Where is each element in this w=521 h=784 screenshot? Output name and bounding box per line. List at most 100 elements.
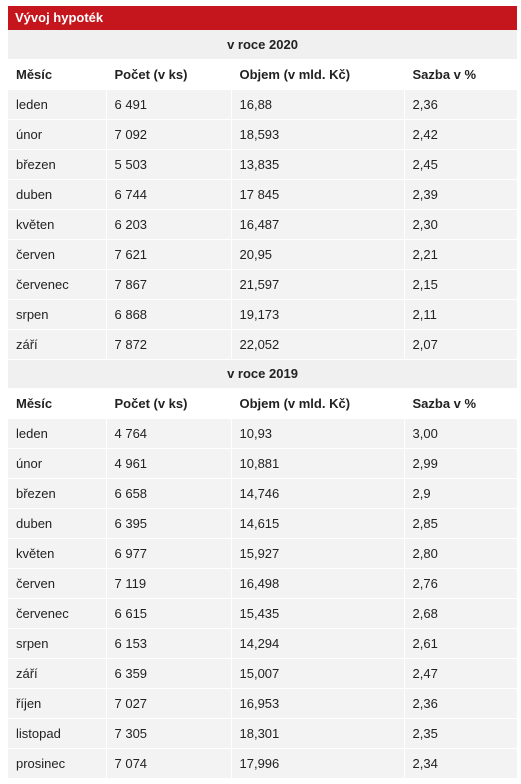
- table-cell: 2,68: [403, 598, 518, 629]
- table-cell: červenec: [8, 269, 106, 300]
- table-row: únor 4 961 10,881 2,99: [8, 448, 518, 479]
- table-cell: 21,597: [230, 269, 404, 300]
- table-cell: říjen: [8, 688, 106, 719]
- table-cell: 17 845: [230, 179, 404, 210]
- table-cell: 2,99: [403, 448, 518, 479]
- table-row: září 6 359 15,007 2,47: [8, 658, 518, 689]
- table-cell: březen: [8, 149, 106, 180]
- table-cell: 6 868: [105, 299, 231, 330]
- table-cell: srpen: [8, 628, 106, 659]
- table-cell: prosinec: [8, 748, 106, 779]
- column-header: Měsíc: [8, 59, 106, 90]
- table-cell: únor: [8, 448, 106, 479]
- table-row: červen 7 119 16,498 2,76: [8, 568, 518, 599]
- table-cell: 7 872: [105, 329, 231, 360]
- table-cell: 17,996: [230, 748, 404, 779]
- table-row: srpen 6 868 19,173 2,11: [8, 299, 518, 330]
- table-cell: 15,007: [230, 658, 404, 689]
- table-cell: 19,173: [230, 299, 404, 330]
- column-header: Počet (v ks): [105, 59, 231, 90]
- table-cell: 2,85: [403, 508, 518, 539]
- table-cell: 2,30: [403, 209, 518, 240]
- table-cell: 10,881: [230, 448, 404, 479]
- table-row: červenec 7 867 21,597 2,15: [8, 269, 518, 300]
- year-label: v roce 2020: [8, 30, 518, 60]
- column-header-row: Měsíc Počet (v ks) Objem (v mld. Kč) Sazba …: [8, 59, 518, 90]
- table-row: březen 5 503 13,835 2,45: [8, 149, 518, 180]
- table-cell: 6 658: [105, 478, 231, 509]
- table-cell: 6 359: [105, 658, 231, 689]
- table-cell: 14,615: [230, 508, 404, 539]
- column-header-row: Měsíc Počet (v ks) Objem (v mld. Kč) Sazba …: [8, 388, 518, 419]
- table-cell: 4 764: [105, 418, 231, 449]
- table-cell: 6 977: [105, 538, 231, 569]
- column-header: Sazba v %: [403, 388, 518, 419]
- table-cell: červen: [8, 568, 106, 599]
- table-cell: leden: [8, 418, 106, 449]
- table-cell: 2,34: [403, 748, 518, 779]
- table-cell: 6 491: [105, 89, 231, 120]
- table-row: květen 6 977 15,927 2,80: [8, 538, 518, 569]
- table-cell: leden: [8, 89, 106, 120]
- table-row: září 7 872 22,052 2,07: [8, 329, 518, 360]
- table-cell: 2,9: [403, 478, 518, 509]
- year-label: v roce 2019: [8, 359, 518, 389]
- table-cell: 7 621: [105, 239, 231, 270]
- mortgage-table: v roce 2020 Měsíc Počet (v ks) Objem (v mld…: [8, 30, 518, 779]
- table-cell: 2,36: [403, 89, 518, 120]
- table-row: leden 6 491 16,88 2,36: [8, 89, 518, 120]
- table-cell: srpen: [8, 299, 106, 330]
- table-cell: 15,927: [230, 538, 404, 569]
- table-cell: 18,593: [230, 119, 404, 150]
- table-row: listopad 7 305 18,301 2,35: [8, 718, 518, 749]
- table-cell: 15,435: [230, 598, 404, 629]
- table-cell: 2,39: [403, 179, 518, 210]
- table-cell: 16,498: [230, 568, 404, 599]
- table-row: květen 6 203 16,487 2,30: [8, 209, 518, 240]
- table-cell: 22,052: [230, 329, 404, 360]
- table-cell: 6 615: [105, 598, 231, 629]
- table-cell: listopad: [8, 718, 106, 749]
- table-cell: 6 395: [105, 508, 231, 539]
- table-row: srpen 6 153 14,294 2,61: [8, 628, 518, 659]
- table-row: leden 4 764 10,93 3,00: [8, 418, 518, 449]
- table-cell: 6 744: [105, 179, 231, 210]
- table-cell: 20,95: [230, 239, 404, 270]
- table-cell: 7 305: [105, 718, 231, 749]
- table-cell: 2,80: [403, 538, 518, 569]
- table-cell: 7 867: [105, 269, 231, 300]
- table-cell: únor: [8, 119, 106, 150]
- table-cell: květen: [8, 538, 106, 569]
- table-cell: 2,07: [403, 329, 518, 360]
- column-header: Objem (v mld. Kč): [230, 388, 404, 419]
- table-cell: 2,42: [403, 119, 518, 150]
- table-cell: 7 027: [105, 688, 231, 719]
- table-cell: 7 092: [105, 119, 231, 150]
- table-cell: 2,45: [403, 149, 518, 180]
- column-header: Sazba v %: [403, 59, 518, 90]
- table-cell: červenec: [8, 598, 106, 629]
- table-title: Vývoj hypoték: [8, 6, 517, 30]
- table-cell: září: [8, 329, 106, 360]
- year-header-row: v roce 2020: [8, 30, 518, 60]
- table-row: duben 6 395 14,615 2,85: [8, 508, 518, 539]
- table-cell: 14,294: [230, 628, 404, 659]
- column-header: Počet (v ks): [105, 388, 231, 419]
- table-cell: 3,00: [403, 418, 518, 449]
- table-cell: 7 119: [105, 568, 231, 599]
- table-cell: 7 074: [105, 748, 231, 779]
- table-cell: 2,36: [403, 688, 518, 719]
- table-cell: 6 153: [105, 628, 231, 659]
- table-cell: 14,746: [230, 478, 404, 509]
- mortgage-table-widget: Vývoj hypoték v roce 2020 Měsíc Počet (v k…: [8, 0, 518, 779]
- column-header: Měsíc: [8, 388, 106, 419]
- table-cell: 16,487: [230, 209, 404, 240]
- table-row: březen 6 658 14,746 2,9: [8, 478, 518, 509]
- table-row: duben 6 744 17 845 2,39: [8, 179, 518, 210]
- table-cell: 16,953: [230, 688, 404, 719]
- table-cell: 2,11: [403, 299, 518, 330]
- table-cell: 6 203: [105, 209, 231, 240]
- table-cell: 2,61: [403, 628, 518, 659]
- table-cell: 16,88: [230, 89, 404, 120]
- table-cell: 2,15: [403, 269, 518, 300]
